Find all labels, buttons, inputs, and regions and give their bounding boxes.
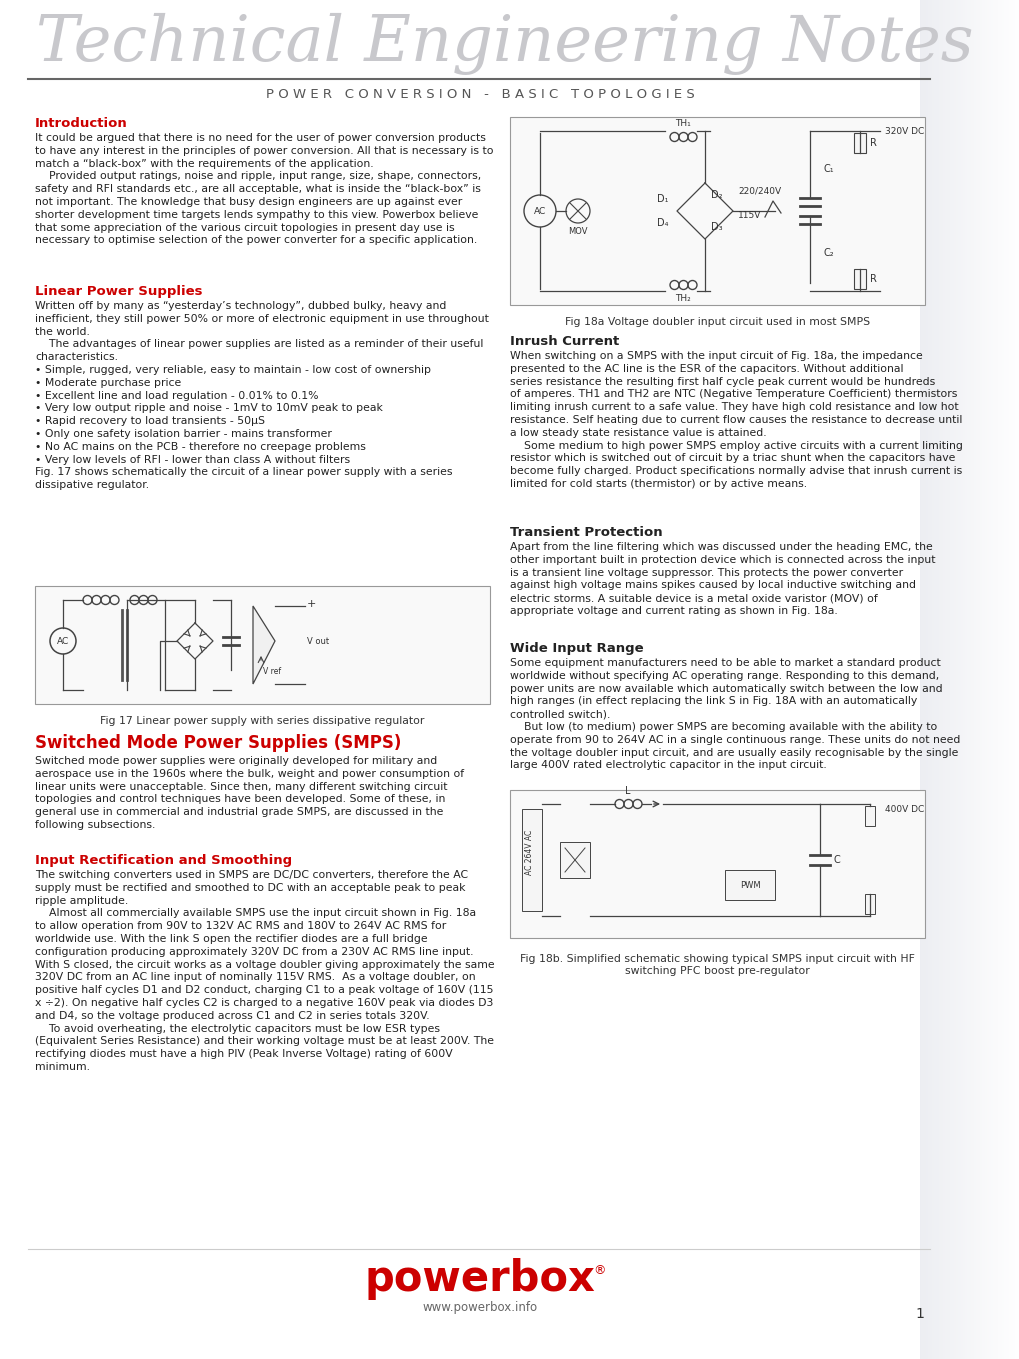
Text: C₂: C₂ xyxy=(823,249,834,258)
Bar xyxy=(853,133,865,154)
Bar xyxy=(559,843,589,878)
Text: P O W E R   C O N V E R S I O N   -   B A S I C   T O P O L O G I E S: P O W E R C O N V E R S I O N - B A S I … xyxy=(265,88,694,102)
Text: The switching converters used in SMPS are DC/DC converters, therefore the AC
sup: The switching converters used in SMPS ar… xyxy=(35,870,494,1072)
Text: When switching on a SMPS with the input circuit of Fig. 18a, the impedance
prese: When switching on a SMPS with the input … xyxy=(510,351,962,489)
Text: 115V: 115V xyxy=(738,211,760,220)
Bar xyxy=(522,809,541,911)
Text: D₂: D₂ xyxy=(710,190,721,200)
Text: Apart from the line filtering which was discussed under the heading EMC, the
oth: Apart from the line filtering which was … xyxy=(510,542,934,616)
Bar xyxy=(35,586,489,704)
Text: Switched Mode Power Supplies (SMPS): Switched Mode Power Supplies (SMPS) xyxy=(35,734,401,752)
Text: Linear Power Supplies: Linear Power Supplies xyxy=(35,285,203,298)
Polygon shape xyxy=(253,606,275,684)
Text: D₃: D₃ xyxy=(710,222,721,232)
Text: Fig 18a Voltage doubler input circuit used in most SMPS: Fig 18a Voltage doubler input circuit us… xyxy=(565,317,869,328)
Text: Introduction: Introduction xyxy=(35,117,127,130)
Bar xyxy=(725,870,774,900)
Text: Written off by many as “yesterday’s technology”, dubbed bulky, heavy and
ineffic: Written off by many as “yesterday’s tech… xyxy=(35,300,488,491)
Text: C₁: C₁ xyxy=(823,163,834,174)
Text: Switched mode power supplies were originally developed for military and
aerospac: Switched mode power supplies were origin… xyxy=(35,756,464,830)
Text: 220/240V: 220/240V xyxy=(738,186,781,196)
Bar xyxy=(864,806,874,826)
Text: Fig 17 Linear power supply with series dissipative regulator: Fig 17 Linear power supply with series d… xyxy=(100,716,424,726)
Text: R: R xyxy=(869,275,876,284)
Text: TH₂: TH₂ xyxy=(675,294,690,303)
Text: It could be argued that there is no need for the user of power conversion produc: It could be argued that there is no need… xyxy=(35,133,493,246)
Text: R: R xyxy=(869,139,876,148)
Text: www.powerbox.info: www.powerbox.info xyxy=(422,1301,537,1314)
Text: Inrush Current: Inrush Current xyxy=(510,336,619,348)
Bar xyxy=(510,790,924,938)
Text: ®: ® xyxy=(593,1264,605,1277)
Text: 1: 1 xyxy=(915,1307,923,1321)
Text: D₁: D₁ xyxy=(657,194,668,204)
Text: Input Rectification and Smoothing: Input Rectification and Smoothing xyxy=(35,853,291,867)
Bar xyxy=(864,894,874,915)
Text: V out: V out xyxy=(307,636,329,646)
Text: Some equipment manufacturers need to be able to market a standard product
worldw: Some equipment manufacturers need to be … xyxy=(510,658,960,771)
Text: MOV: MOV xyxy=(568,227,587,236)
Text: AC: AC xyxy=(533,207,545,216)
Text: +: + xyxy=(307,599,316,609)
Text: L: L xyxy=(625,786,630,796)
Text: AC: AC xyxy=(57,636,69,646)
Text: TH₁: TH₁ xyxy=(675,120,690,128)
Text: Fig 18b. Simplified schematic showing typical SMPS input circuit with HF
switchi: Fig 18b. Simplified schematic showing ty… xyxy=(520,954,914,976)
Text: C: C xyxy=(834,855,840,864)
Text: Technical Engineering Notes: Technical Engineering Notes xyxy=(37,14,973,75)
Text: PWM: PWM xyxy=(739,881,759,890)
Text: 400V DC: 400V DC xyxy=(884,805,923,814)
Text: 320V DC: 320V DC xyxy=(884,126,923,136)
Text: V ref: V ref xyxy=(263,667,281,675)
Bar xyxy=(510,117,924,304)
Text: AC 264V AC: AC 264V AC xyxy=(525,829,534,875)
Text: powerbox: powerbox xyxy=(364,1258,595,1301)
Bar xyxy=(853,269,865,289)
Text: Wide Input Range: Wide Input Range xyxy=(510,641,643,655)
Text: Transient Protection: Transient Protection xyxy=(510,526,662,540)
Text: D₄: D₄ xyxy=(657,217,668,228)
